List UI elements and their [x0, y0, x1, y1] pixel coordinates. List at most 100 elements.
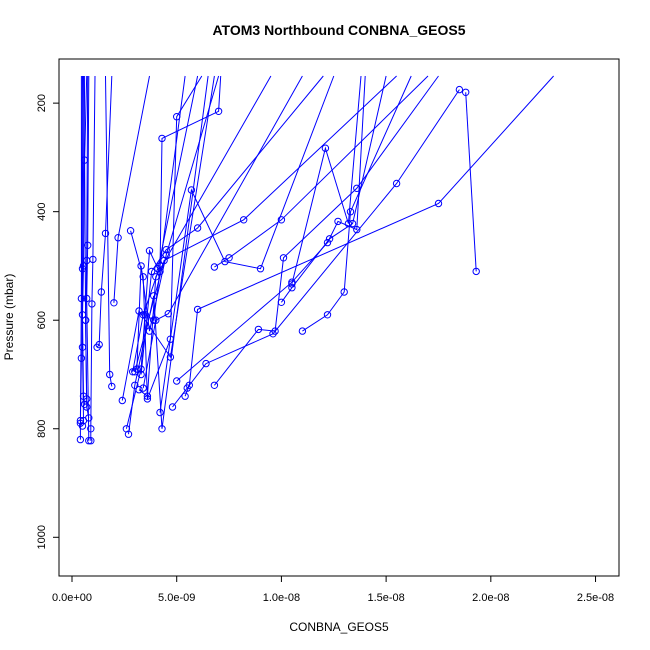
data-point [81, 316, 90, 324]
data-point [126, 227, 135, 235]
data-point [143, 395, 152, 403]
x-axis: 0.0e+00 5.0e-09 1.0e-08 1.5e-08 2.0e-08 2.5e-… [52, 576, 614, 604]
data-point [150, 292, 158, 300]
data-point [353, 184, 361, 193]
data-point [85, 437, 93, 445]
data-point [240, 216, 248, 224]
data-point [145, 247, 154, 255]
y-tick-label: 800 [36, 420, 48, 438]
data-point [392, 179, 401, 188]
y-tick-label: 600 [36, 311, 48, 329]
x-tick-label: 0.0e+00 [52, 592, 92, 604]
series-line-3 [172, 89, 460, 408]
data-point [279, 254, 288, 262]
data-point [210, 381, 219, 389]
series-line-21 [132, 75, 186, 372]
data-point [334, 217, 342, 226]
data-point [83, 256, 91, 265]
data-point [353, 225, 361, 234]
data-point [166, 353, 175, 361]
data-point [110, 299, 118, 307]
series-line-2 [184, 75, 554, 397]
data-point [162, 246, 170, 254]
plot-frame [58, 58, 620, 577]
data-point [455, 85, 464, 94]
data-point [434, 199, 443, 208]
data-point [173, 377, 181, 385]
data-point [271, 327, 279, 335]
y-tick-label: 400 [36, 202, 48, 220]
x-tick-label: 2.5e-08 [577, 592, 614, 604]
data-point [78, 265, 87, 273]
data-point [77, 354, 86, 362]
data-point [93, 343, 101, 351]
data-point [214, 107, 223, 116]
data-point [221, 257, 229, 266]
y-axis: 200 400 600 800 1000 [36, 94, 59, 550]
data-point [156, 408, 164, 417]
series-line-31 [85, 75, 89, 399]
data-point [137, 365, 145, 373]
series-line-19 [121, 75, 215, 401]
data-point [158, 425, 166, 433]
data-point [323, 311, 332, 319]
series-line-8 [291, 75, 362, 285]
series-line-4 [214, 75, 439, 386]
x-tick-label: 1.5e-08 [367, 592, 404, 604]
data-point [139, 384, 147, 392]
series-line-11 [159, 75, 335, 413]
series-line-6 [280, 75, 387, 303]
data-point [78, 422, 87, 430]
data-point [348, 219, 357, 228]
chart-title: ATOM3 Northbound CONBNA_GEOS5 [212, 22, 465, 38]
data-point [323, 238, 332, 247]
data-point [156, 262, 164, 270]
x-tick-label: 5.0e-09 [158, 592, 195, 604]
x-axis-label: CONBNA_GEOS5 [289, 620, 389, 634]
data-point [122, 425, 131, 433]
data-point [298, 327, 307, 335]
series-line-7 [176, 75, 366, 382]
data-point [168, 403, 177, 411]
series-line-23 [96, 75, 113, 348]
data-point [137, 262, 145, 270]
data-point [346, 208, 355, 216]
series-line-25 [90, 75, 96, 441]
data-point [101, 229, 110, 238]
data-point [158, 134, 166, 143]
data-point [183, 384, 191, 392]
data-point [150, 316, 158, 324]
data-point [131, 381, 139, 389]
series-line-20 [125, 75, 199, 429]
series-line-32 [79, 76, 83, 427]
data-point [114, 234, 122, 242]
data-point [321, 144, 330, 152]
data-point [83, 294, 91, 303]
series-line-5 [302, 75, 412, 332]
data-point [210, 263, 219, 271]
data-point [129, 368, 137, 376]
series-line-17 [136, 75, 220, 370]
data-point [225, 254, 233, 262]
x-tick-label: 2.0e-08 [472, 592, 509, 604]
data-point [137, 370, 145, 379]
series-line-12 [140, 75, 324, 375]
series-line-24 [105, 75, 113, 387]
series-line-22 [113, 75, 150, 303]
data-point [83, 395, 91, 403]
data-point [277, 216, 286, 224]
series-line-14 [138, 75, 272, 398]
y-tick-label: 1000 [36, 525, 48, 549]
data-point [135, 307, 143, 315]
series-line-13 [142, 75, 303, 389]
data-point [325, 235, 334, 243]
data-point [288, 284, 296, 292]
data-point [139, 311, 147, 319]
data-point [187, 186, 196, 194]
data-point [288, 280, 296, 288]
data-point [88, 300, 96, 308]
data-point [108, 382, 116, 391]
data-point [87, 425, 95, 433]
data-point [256, 265, 265, 273]
data-point [97, 288, 106, 296]
